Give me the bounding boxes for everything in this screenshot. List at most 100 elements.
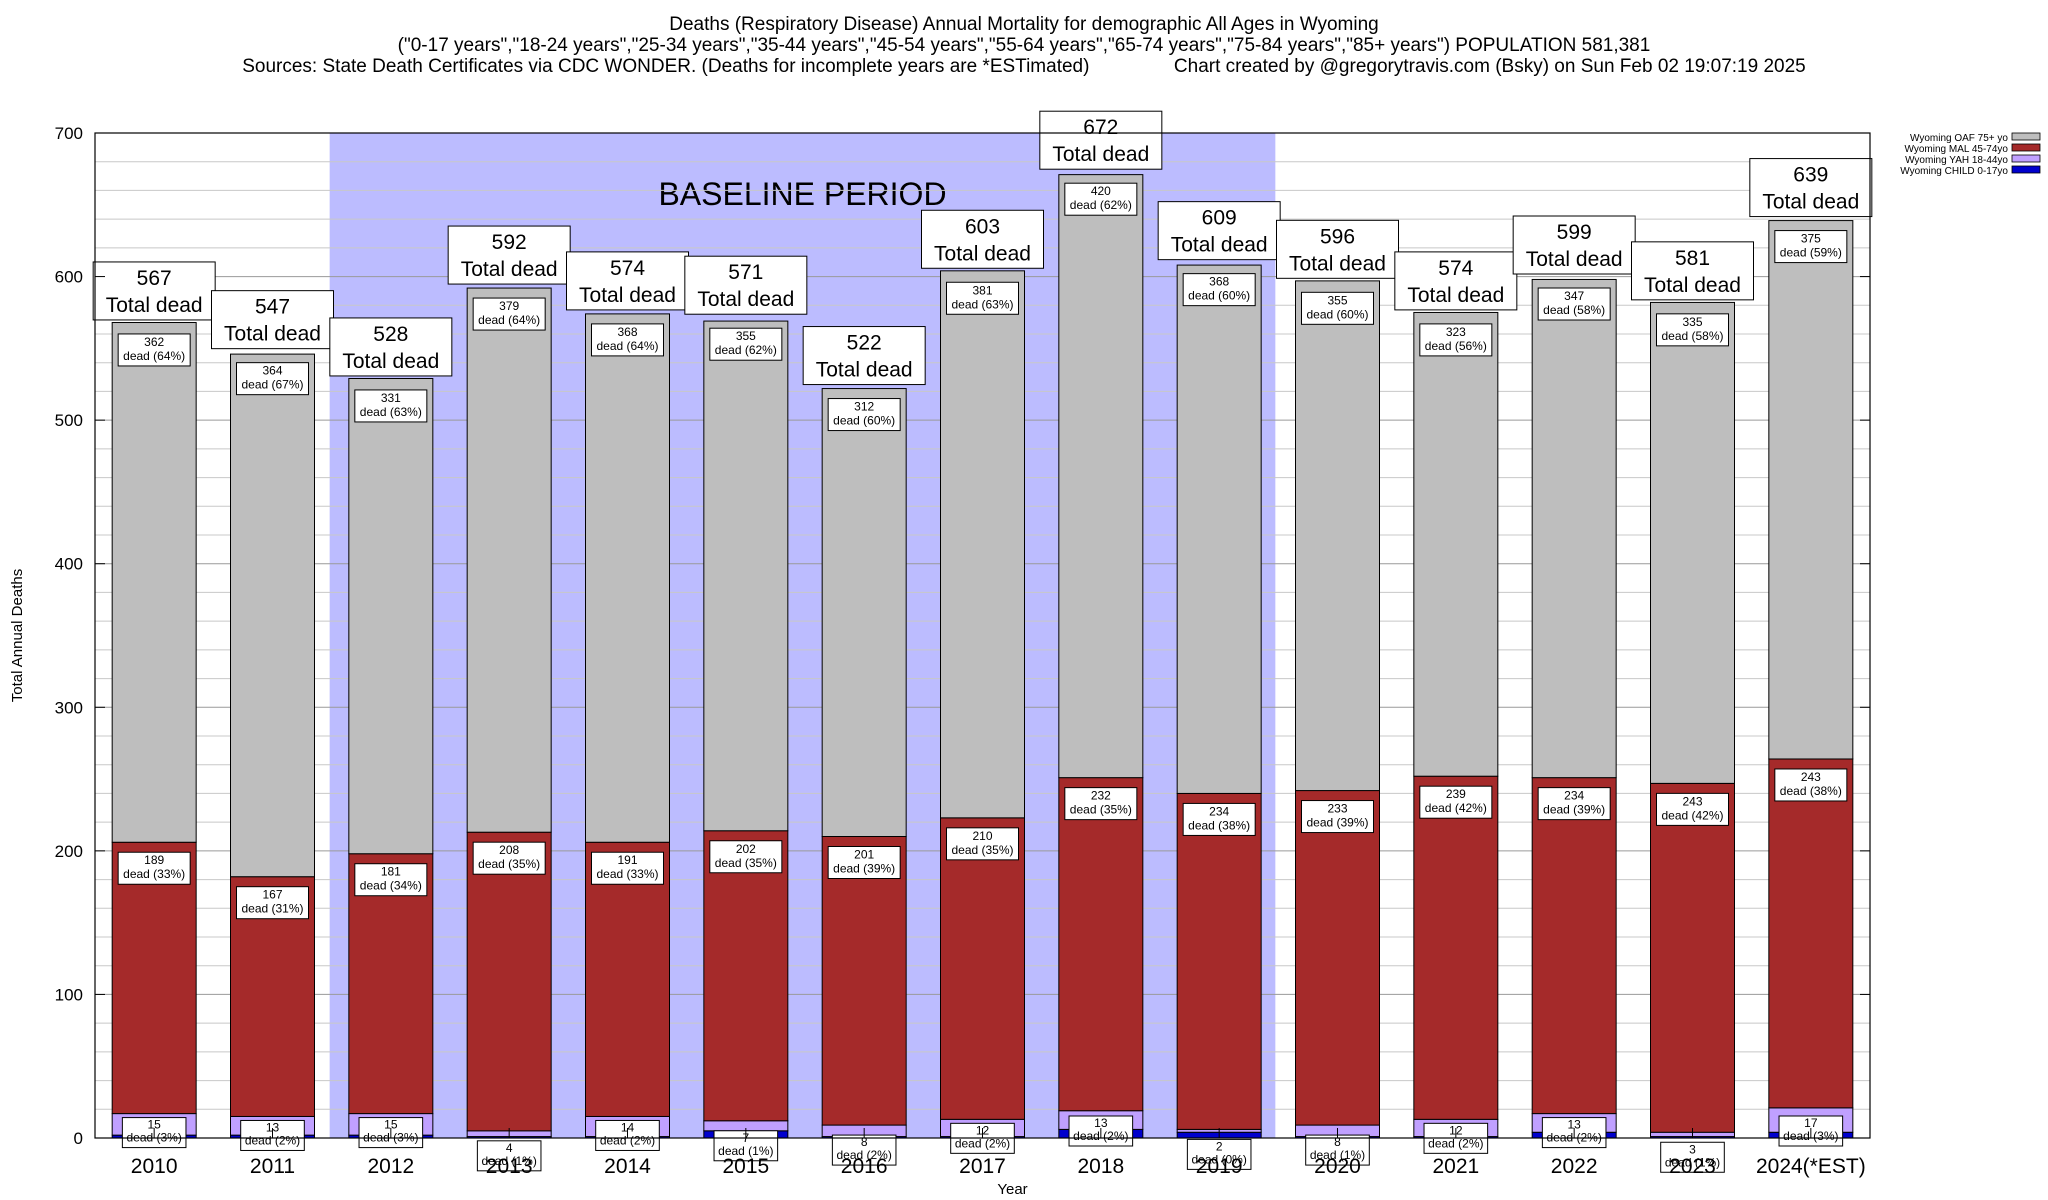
x-tick-label: 2015: [722, 1155, 769, 1178]
bar-mal-2022: [1531, 777, 1617, 1115]
mal-label-2012-box: [354, 863, 428, 897]
x-tick-label: 2022: [1551, 1155, 1598, 1178]
x-tick-label: 2020: [1314, 1155, 1361, 1178]
total-label-2023-box: [1631, 241, 1754, 301]
total-label-2024(*EST)-line: 639: [1793, 164, 1828, 187]
total-label-2011-line: Total dead: [224, 323, 321, 346]
total-label-2024(*EST)-box: [1749, 158, 1873, 218]
mal-label-2013-line: dead (35%): [478, 857, 540, 871]
mal-label-2018-box: [1064, 787, 1138, 821]
yah-label-2020-line: dead (1%): [1310, 1148, 1365, 1162]
total-label-2011-box: [211, 290, 334, 350]
mal-label-2012-line: 181: [381, 865, 401, 879]
mal-label-2023-box: [1656, 792, 1729, 826]
total-label-2013-line: 592: [492, 231, 527, 254]
y-tick-label: 0: [74, 1129, 83, 1148]
oaf-label-2011-line: 364: [262, 364, 282, 378]
oaf-label-2021-line: 323: [1446, 325, 1466, 339]
bar-mal-2020: [1295, 790, 1380, 1126]
legend-label-yah: Wyoming YAH 18-44yo: [1905, 155, 2008, 166]
mal-label-2016-line: dead (39%): [833, 862, 895, 876]
bar-oaf-2020: [1295, 280, 1380, 792]
x-tick-label: 2024(*EST): [1756, 1155, 1866, 1178]
x-tick-label: 2021: [1432, 1155, 1479, 1178]
total-label-2017-box: [921, 209, 1044, 269]
yah-label-2011-line: 13: [266, 1120, 280, 1134]
total-label-2019-line: Total dead: [1171, 234, 1268, 257]
oaf-label-2017-line: dead (63%): [951, 297, 1013, 311]
mal-label-2022-box: [1537, 787, 1611, 821]
total-label-2016-line: 522: [847, 332, 882, 355]
chart-sources-line: Sources: State Death Certificates via CD…: [0, 56, 2048, 77]
mal-label-2022-line: dead (39%): [1543, 803, 1605, 817]
total-label-2015-box: [684, 255, 808, 315]
oaf-label-2024(*EST)-box: [1774, 230, 1848, 264]
bar-oaf-2023: [1650, 301, 1735, 784]
bar-oaf-2018: [1058, 174, 1144, 779]
bar-mal-2021: [1413, 775, 1499, 1120]
bar-mal-2015: [703, 830, 789, 1122]
total-label-2018-line: Total dead: [1052, 143, 1149, 166]
chart-credit: Chart created by @gregorytravis.com (Bsk…: [1173, 56, 1806, 77]
mal-label-2014-line: dead (33%): [596, 867, 658, 881]
mal-label-2010-line: dead (33%): [123, 867, 185, 881]
yah-label-2015-line: dead (1%): [718, 1144, 773, 1158]
total-label-2020-box: [1276, 219, 1399, 279]
total-label-2021: 574 Total dead: [1394, 251, 1518, 311]
legend-label-mal: Wyoming MAL 45-74yo: [1905, 144, 2009, 155]
oaf-label-2023-line: 335: [1682, 315, 1702, 329]
total-label-2015-line: 571: [728, 261, 763, 284]
oaf-label-2023-box: [1656, 313, 1729, 347]
bar-mal-2018: [1058, 777, 1144, 1112]
yah-label-2014-line: 14: [621, 1120, 635, 1134]
mal-label-2017-line: dead (35%): [951, 843, 1013, 857]
oaf-label-2019-line: dead (60%): [1188, 289, 1250, 303]
oaf-label-2012-line: dead (63%): [360, 405, 422, 419]
oaf-label-2018-line: 420: [1091, 184, 1111, 198]
oaf-label-2019-box: [1182, 273, 1256, 307]
oaf-label-2017-line: 381: [972, 283, 992, 297]
x-tick-label: 2010: [131, 1155, 178, 1178]
oaf-label-2018-line: dead (62%): [1070, 198, 1132, 212]
oaf-label-2016-line: 312: [854, 400, 874, 414]
oaf-label-2011-line: dead (67%): [241, 378, 303, 392]
x-tick-label: 2013: [486, 1155, 533, 1178]
oaf-label-2024(*EST)-line: dead (59%): [1780, 246, 1842, 260]
oaf-label-2012-box: [354, 389, 428, 423]
total-label-2010-line: 567: [137, 267, 172, 290]
total-label-2010: 567 Total dead: [92, 261, 216, 321]
bar-oaf-2022: [1531, 278, 1617, 779]
total-label-2016-box: [802, 326, 926, 386]
mal-label-2022-line: 234: [1564, 789, 1584, 803]
total-label-2011: 547 Total dead: [211, 290, 334, 350]
oaf-label-2020-line: dead (60%): [1306, 307, 1368, 321]
total-label-2023: 581 Total dead: [1631, 241, 1754, 301]
yah-label-2016-line: 8: [861, 1135, 868, 1149]
mal-label-2012-line: dead (34%): [360, 879, 422, 893]
mal-label-2017-box: [946, 827, 1019, 861]
bar-oaf-2021: [1413, 311, 1499, 777]
x-tick-label: 2019: [1196, 1155, 1243, 1178]
bar-mal-2016: [821, 836, 907, 1126]
mal-label-2020-line: dead (39%): [1306, 816, 1368, 830]
chart-title: Deaths (Respiratory Disease) Annual Mort…: [669, 14, 1379, 35]
mal-label-2014-line: 191: [617, 853, 637, 867]
mal-label-2024(*EST)-box: [1774, 768, 1848, 802]
oaf-label-2024(*EST)-line: 375: [1801, 232, 1821, 246]
